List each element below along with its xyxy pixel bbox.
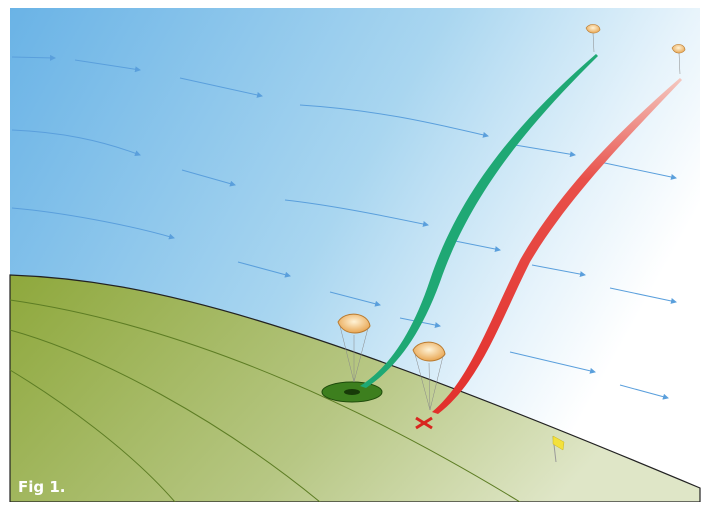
- parachute-red: [412, 341, 446, 411]
- contour-lines: [9, 299, 521, 503]
- wind-arrows: [11, 54, 677, 400]
- landing-cross: [415, 416, 433, 430]
- parachute-small-1: [585, 24, 601, 53]
- figure-label: Fig 1.: [18, 478, 65, 496]
- target-center: [344, 389, 360, 395]
- red-path: [432, 78, 682, 414]
- parachute-small-2: [671, 44, 686, 75]
- parachute-green: [337, 313, 371, 383]
- windsock: [552, 435, 565, 463]
